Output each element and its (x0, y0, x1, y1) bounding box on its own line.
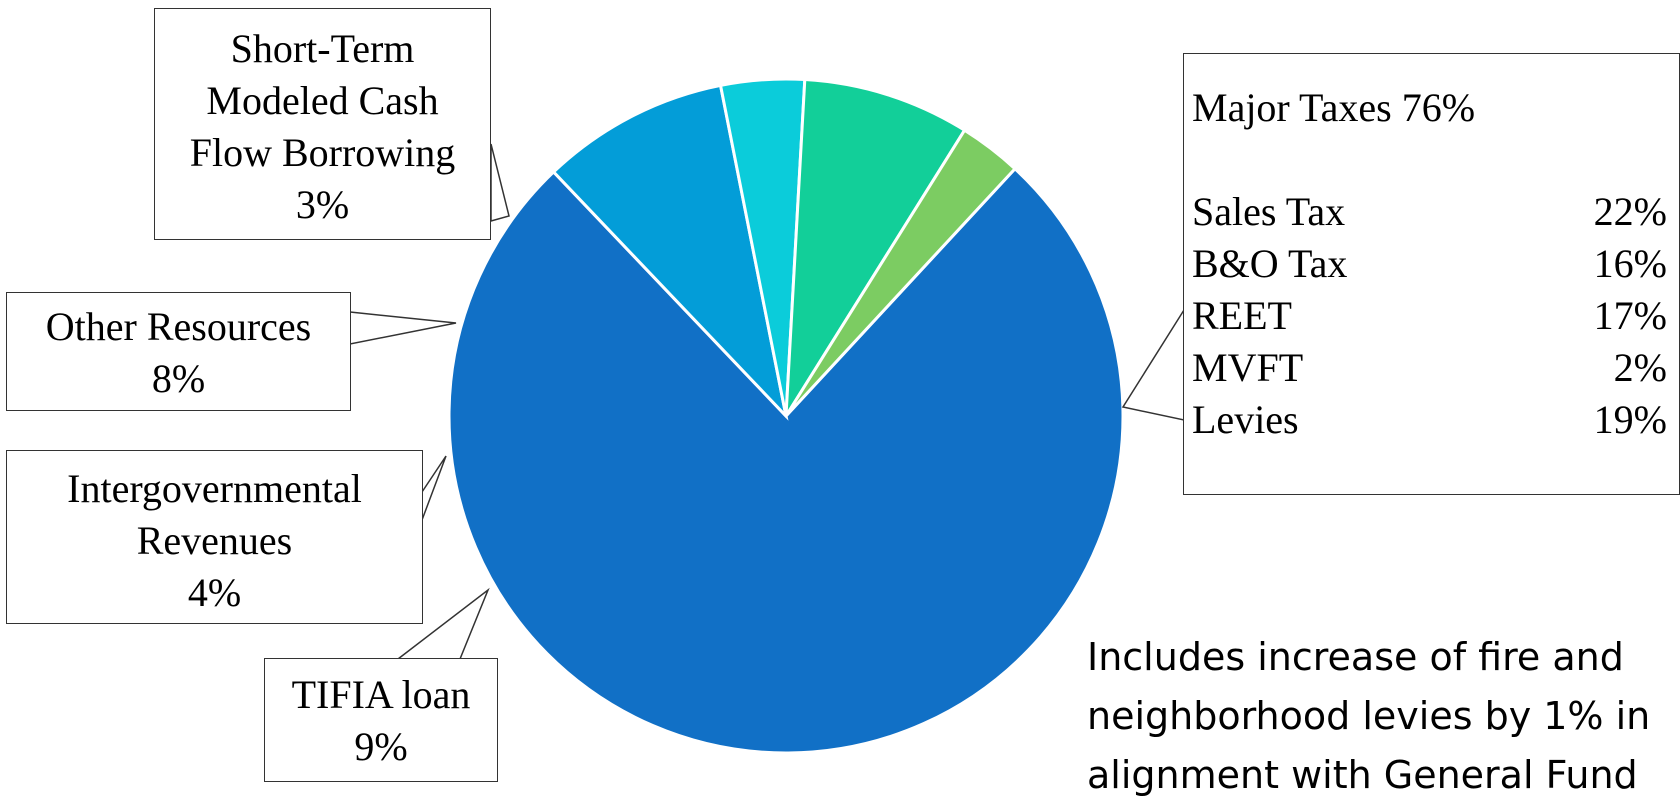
major-tax-name: B&O Tax (1192, 241, 1348, 286)
note-line-2: neighborhood levies by 1% in (1087, 694, 1651, 738)
label-short-term-line2: Modeled Cash (206, 78, 439, 123)
major-tax-row-bo: B&O Tax 16% (1192, 238, 1667, 290)
major-tax-pct: 16% (1593, 241, 1667, 286)
slice-short-term-borrowing (784, 128, 1018, 418)
major-tax-pct: 17% (1593, 293, 1667, 338)
pie-chart (349, 77, 1185, 755)
label-other-resources: Other Resources 8% (6, 292, 351, 411)
major-tax-name: REET (1192, 293, 1292, 338)
slice-tifia-loan (551, 83, 789, 421)
major-tax-row-sales: Sales Tax 22% (1192, 186, 1667, 238)
label-short-term-line1: Short-Term (230, 26, 415, 71)
major-tax-pct: 22% (1593, 189, 1667, 234)
major-tax-row-levies: Levies 19% (1192, 394, 1667, 446)
note-line-1: Includes increase of fire and (1087, 635, 1624, 679)
label-other-value: 8% (151, 356, 206, 401)
callout-leaders (349, 143, 1185, 660)
label-other-line1: Other Resources (45, 304, 312, 349)
major-tax-name: MVFT (1192, 345, 1304, 390)
label-short-term-value: 3% (295, 182, 350, 227)
label-tifia-loan: TIFIA loan 9% (264, 658, 498, 782)
label-intergovernmental: Intergovernmental Revenues 4% (6, 450, 423, 624)
note-text: Includes increase of fire and neighborho… (1087, 628, 1667, 805)
label-tifia-line1: TIFIA loan (291, 672, 471, 717)
leader-intergov (421, 455, 447, 521)
label-short-term: Short-Term Modeled Cash Flow Borrowing 3… (154, 8, 491, 240)
major-tax-pct: 19% (1593, 397, 1667, 442)
major-tax-pct: 2% (1613, 345, 1667, 390)
major-tax-row-mvft: MVFT 2% (1192, 342, 1667, 394)
note-line-3: alignment with General Fund (1087, 753, 1638, 797)
leader-other (349, 311, 457, 345)
label-major-taxes: Major Taxes 76% Sales Tax 22% B&O Tax 16… (1183, 53, 1680, 495)
label-short-term-line3: Flow Borrowing (189, 130, 456, 175)
major-taxes-heading: Major Taxes 76% (1192, 85, 1476, 130)
label-intergov-line1: Intergovernmental (67, 466, 362, 511)
slice-other-resources (784, 77, 967, 417)
pie-slices (447, 77, 1125, 755)
major-tax-row-reet: REET 17% (1192, 290, 1667, 342)
label-intergov-value: 4% (187, 570, 242, 615)
major-tax-name: Levies (1192, 397, 1299, 442)
slice-major-taxes (447, 166, 1125, 755)
major-tax-name: Sales Tax (1192, 189, 1346, 234)
leader-major (1121, 307, 1185, 421)
label-intergov-line2: Revenues (136, 518, 293, 563)
label-tifia-value: 9% (354, 724, 408, 769)
leader-short-term (490, 143, 510, 222)
